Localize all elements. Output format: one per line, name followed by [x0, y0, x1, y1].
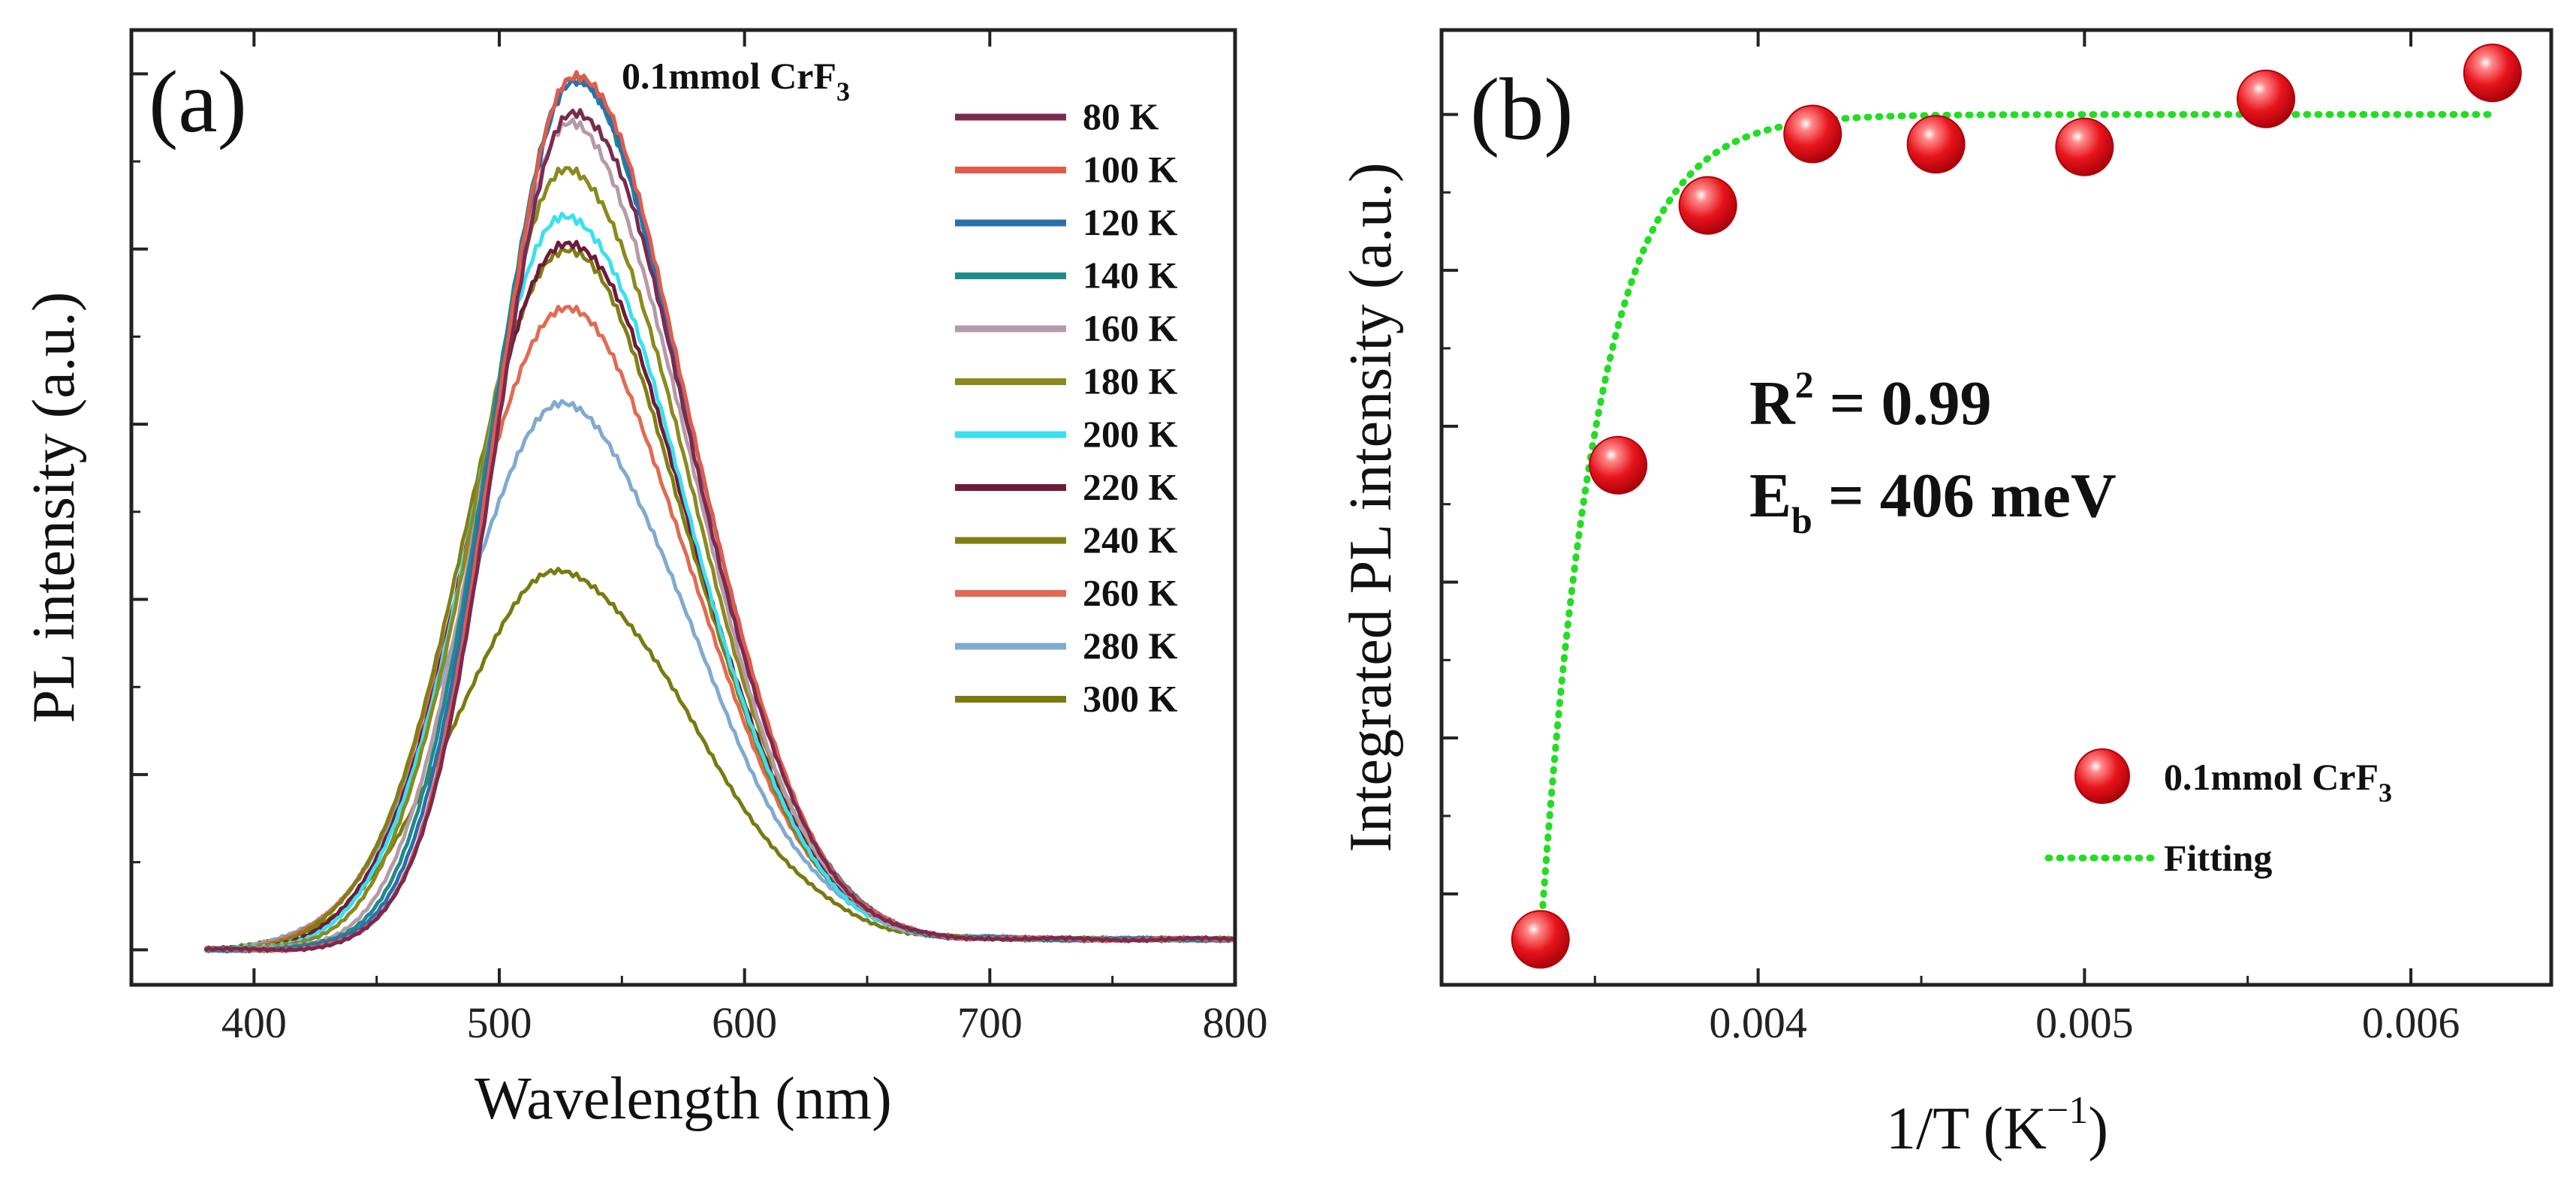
panel-a-x-ticks: 400 500 600 700 800 [130, 30, 1268, 1047]
data-point [2463, 44, 2522, 103]
r2-value: = 0.99 [1814, 369, 1992, 438]
data-point [1589, 435, 1648, 495]
data-point [2237, 69, 2296, 128]
legend-data-subscript: 3 [2379, 778, 2392, 808]
panel-b-axes-frame [1439, 28, 2553, 987]
x-tick-label: 600 [712, 998, 777, 1047]
legend-label: 200 K [1083, 413, 1178, 455]
x-tick-label: 400 [221, 998, 287, 1047]
binding-energy-annotation: Eb = 406 meV [1749, 461, 2117, 541]
r2-superscript: 2 [1795, 363, 1814, 405]
data-point [1678, 176, 1737, 235]
data-point [1783, 104, 1842, 164]
spectra-curves [203, 70, 1236, 954]
data-point [1511, 910, 1570, 969]
spectrum-curve-80k [203, 108, 1236, 953]
eb-value: = 406 meV [1812, 461, 2117, 531]
legend-label: 240 K [1083, 519, 1178, 561]
panel-a-pl-spectra: 400 500 600 700 800 (a) Wavelength (nm) PL i… [21, 28, 1268, 1132]
panel-b-y-ticks [1442, 113, 1458, 896]
legend-title-subscript: 3 [836, 77, 850, 107]
panel-b-y-axis-title: Integrated PL intensity (a.u.) [1338, 163, 1404, 853]
x-tick-label: 700 [957, 998, 1023, 1047]
legend-label-fitting: Fitting [2164, 837, 2272, 879]
panel-b-integrated-intensity: 0.004 0.005 0.006 (b) 1/T (K−1) Integrated… [1338, 28, 2553, 1162]
x-tick-label: 0.006 [2362, 998, 2460, 1047]
legend-title-main: 0.1mmol CrF [622, 55, 836, 97]
legend-label: 120 K [1083, 201, 1178, 243]
panel-a-legend-title: 0.1mmol CrF3 [622, 55, 850, 107]
legend-label: 160 K [1083, 307, 1178, 349]
legend-marker-data [2074, 748, 2130, 804]
panel-a-axes-frame [129, 28, 1237, 987]
legend-label: 280 K [1083, 625, 1178, 667]
x-title-end: ) [2088, 1096, 2108, 1162]
legend-label: 100 K [1083, 149, 1178, 191]
eb-subscript: b [1791, 499, 1812, 541]
data-points-layer [1511, 44, 2522, 969]
x-tick-label: 0.004 [1709, 998, 1807, 1047]
fitting-curve-layer [1537, 111, 2494, 943]
panel-b-x-ticks: 0.004 0.005 0.006 [1593, 30, 2460, 1047]
x-title-superscript: −1 [2047, 1089, 2088, 1132]
x-tick-label: 800 [1203, 998, 1268, 1047]
panel-a-tag: (a) [149, 53, 247, 151]
panel-b-x-axis-title: 1/T (K−1) [1886, 1089, 2108, 1162]
r2-label: R [1749, 369, 1796, 438]
legend-data-main: 0.1mmol CrF [2164, 756, 2379, 798]
legend-label-data: 0.1mmol CrF3 [2164, 756, 2392, 808]
eb-label: E [1749, 461, 1791, 531]
data-point [1906, 115, 1966, 174]
r-squared-annotation: R2 = 0.99 [1749, 363, 1992, 438]
x-title-main: 1/T (K [1886, 1096, 2047, 1162]
legend-label: 180 K [1083, 360, 1178, 402]
legend-label: 140 K [1083, 254, 1178, 296]
panel-a-y-ticks [131, 72, 148, 952]
data-point [2055, 117, 2114, 176]
x-tick-label: 500 [467, 998, 532, 1047]
panel-a-legend: 0.1mmol CrF3 80 K 100 K 120 K 140 K 160 K 180… [622, 55, 1178, 720]
panel-a-x-axis-title: Wavelength (nm) [475, 1066, 892, 1132]
x-tick-label: 0.005 [2035, 998, 2134, 1047]
panel-a-y-axis-title: PL intensity (a.u.) [21, 292, 87, 724]
panel-b-tag: (b) [1470, 60, 1574, 158]
legend-label: 220 K [1083, 466, 1178, 508]
legend-label: 300 K [1083, 678, 1178, 720]
legend-label: 260 K [1083, 572, 1178, 614]
panel-b-legend: 0.1mmol CrF3 Fitting [2044, 748, 2392, 879]
fitting-curve [1537, 111, 2494, 943]
legend-label: 80 K [1083, 95, 1159, 137]
